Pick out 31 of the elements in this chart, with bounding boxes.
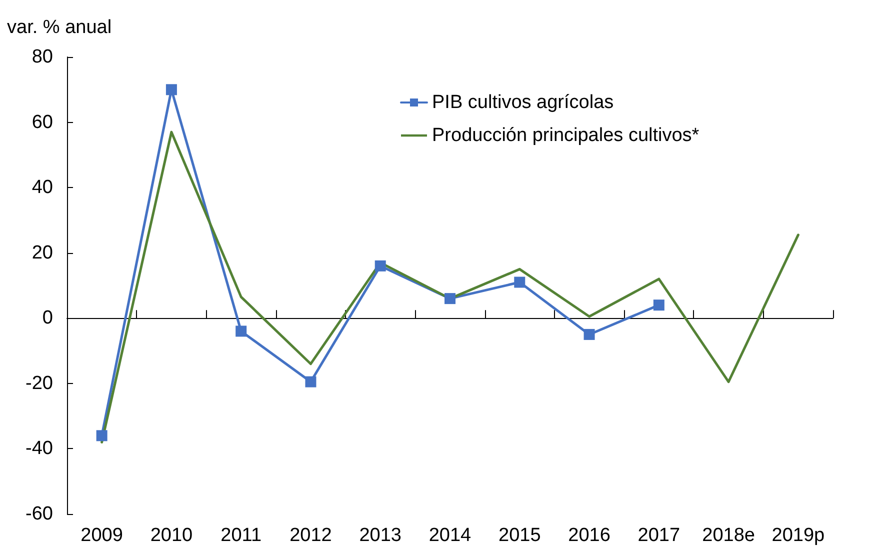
- y-tick-label: 20: [32, 242, 53, 264]
- y-tick-label: -40: [26, 438, 53, 460]
- legend-label: PIB cultivos agrícolas: [432, 92, 614, 113]
- point: [236, 326, 247, 337]
- y-tick-label: 0: [42, 308, 53, 329]
- y-tick-label: 60: [32, 112, 53, 133]
- y-axis-title: var. % anual: [7, 17, 112, 38]
- y-tick-label: -60: [26, 504, 53, 524]
- y-tick-label: 40: [32, 177, 53, 198]
- x-tick-label: 2012: [290, 525, 332, 546]
- x-tick-label: 2017: [638, 525, 680, 546]
- x-tick-label: 2013: [359, 525, 402, 546]
- point: [96, 430, 108, 442]
- point: [374, 260, 386, 272]
- x-tick-label: 2018e: [702, 525, 755, 546]
- point: [514, 276, 526, 288]
- point: [305, 376, 316, 388]
- x-tick-label: 2016: [568, 525, 610, 546]
- x-tick-label: 2010: [150, 525, 193, 546]
- point: [166, 84, 177, 96]
- y-tick-label: 80: [32, 46, 53, 68]
- point: [584, 328, 595, 340]
- legend-label: Producción principales cultivos*: [432, 125, 700, 146]
- x-tick-label: 2011: [220, 525, 262, 546]
- point: [653, 300, 664, 311]
- x-tick-label: 2009: [80, 525, 123, 546]
- x-tick-label: 2014: [428, 525, 472, 546]
- x-tick-label: 2015: [498, 525, 541, 546]
- y-tick-label: -20: [26, 372, 53, 394]
- point: [444, 293, 456, 304]
- x-tick-label: 2019p: [772, 525, 825, 546]
